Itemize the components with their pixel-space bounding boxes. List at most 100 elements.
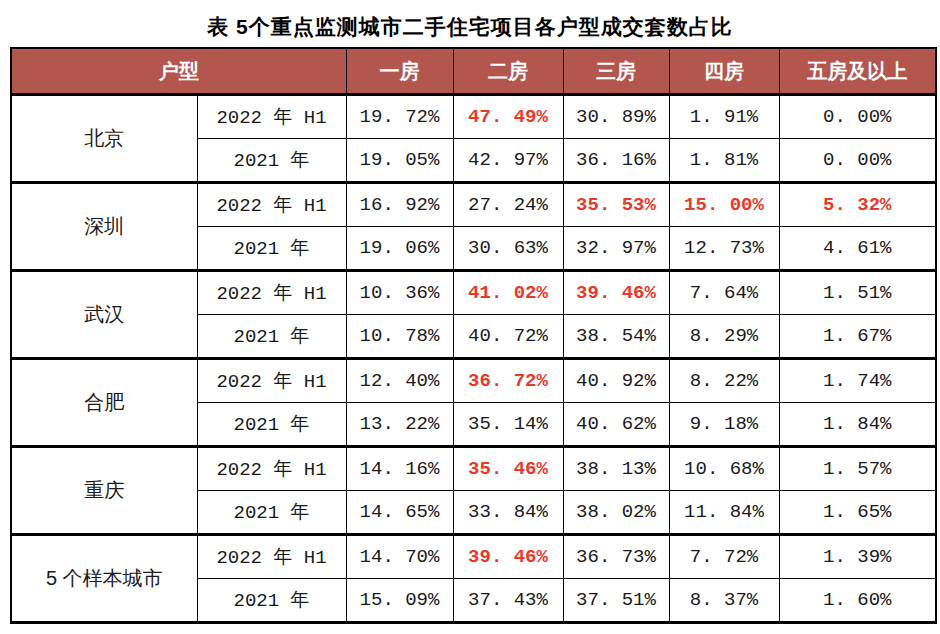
period-cell: 2021 年 [197,139,346,183]
city-group-wuhan: 武汉 2022 年 H1 10. 36% 41. 02% 39. 46% 7. … [11,271,936,359]
value-cell-highlight: 15. 00% [669,183,779,227]
header-col-five-plus-room: 五房及以上 [779,48,936,95]
value-cell: 1. 57% [779,447,936,491]
value-cell: 16. 92% [346,183,453,227]
period-cell: 2021 年 [197,403,346,447]
period-cell: 2021 年 [197,315,346,359]
value-cell: 38. 02% [563,491,669,535]
value-cell: 30. 63% [453,227,563,271]
data-table: 户型 一房 二房 三房 四房 五房及以上 北京 2022 年 H1 19. 72… [10,47,937,624]
value-cell: 1. 67% [779,315,936,359]
value-cell: 7. 72% [669,535,779,579]
table-row: 5 个样本城市 2022 年 H1 14. 70% 39. 46% 36. 73… [11,535,936,579]
city-label: 重庆 [11,447,197,535]
value-cell: 8. 29% [669,315,779,359]
city-group-shenzhen: 深圳 2022 年 H1 16. 92% 27. 24% 35. 53% 15.… [11,183,936,271]
value-cell: 0. 00% [779,95,936,139]
period-cell: 2021 年 [197,579,346,623]
value-cell: 37. 51% [563,579,669,623]
header-unit-type: 户型 [11,48,346,95]
value-cell: 14. 65% [346,491,453,535]
value-cell-highlight: 5. 32% [779,183,936,227]
header-col-three-room: 三房 [563,48,669,95]
value-cell: 1. 51% [779,271,936,315]
header-row: 户型 一房 二房 三房 四房 五房及以上 [11,48,936,95]
value-cell-highlight: 39. 46% [563,271,669,315]
value-cell: 10. 78% [346,315,453,359]
header-col-two-room: 二房 [453,48,563,95]
period-cell: 2022 年 H1 [197,95,346,139]
value-cell: 33. 84% [453,491,563,535]
table-title: 表 5个重点监测城市二手住宅项目各户型成交套数占比 [0,0,940,47]
value-cell: 38. 54% [563,315,669,359]
value-cell: 4. 61% [779,227,936,271]
city-label: 深圳 [11,183,197,271]
value-cell: 40. 92% [563,359,669,403]
value-cell: 8. 22% [669,359,779,403]
value-cell: 19. 72% [346,95,453,139]
city-label: 5 个样本城市 [11,535,197,623]
period-cell: 2021 年 [197,227,346,271]
value-cell-highlight: 36. 72% [453,359,563,403]
value-cell: 14. 70% [346,535,453,579]
table-header: 户型 一房 二房 三房 四房 五房及以上 [11,48,936,95]
period-cell: 2021 年 [197,491,346,535]
table-row: 合肥 2022 年 H1 12. 40% 36. 72% 40. 92% 8. … [11,359,936,403]
city-group-beijing: 北京 2022 年 H1 19. 72% 47. 49% 30. 89% 1. … [11,95,936,183]
value-cell: 1. 39% [779,535,936,579]
value-cell: 14. 16% [346,447,453,491]
header-col-one-room: 一房 [346,48,453,95]
value-cell: 1. 65% [779,491,936,535]
value-cell: 36. 16% [563,139,669,183]
value-cell-highlight: 47. 49% [453,95,563,139]
value-cell: 40. 72% [453,315,563,359]
value-cell: 38. 13% [563,447,669,491]
city-label: 北京 [11,95,197,183]
city-group-hefei: 合肥 2022 年 H1 12. 40% 36. 72% 40. 92% 8. … [11,359,936,447]
value-cell: 40. 62% [563,403,669,447]
value-cell: 8. 37% [669,579,779,623]
value-cell: 27. 24% [453,183,563,227]
value-cell-highlight: 39. 46% [453,535,563,579]
table-row: 重庆 2022 年 H1 14. 16% 35. 46% 38. 13% 10.… [11,447,936,491]
value-cell: 1. 81% [669,139,779,183]
value-cell: 10. 68% [669,447,779,491]
value-cell: 42. 97% [453,139,563,183]
value-cell: 11. 84% [669,491,779,535]
value-cell: 12. 73% [669,227,779,271]
value-cell: 35. 14% [453,403,563,447]
value-cell: 32. 97% [563,227,669,271]
value-cell: 10. 36% [346,271,453,315]
value-cell: 36. 73% [563,535,669,579]
value-cell: 13. 22% [346,403,453,447]
value-cell: 19. 05% [346,139,453,183]
value-cell-highlight: 35. 53% [563,183,669,227]
value-cell-highlight: 41. 02% [453,271,563,315]
value-cell: 1. 60% [779,579,936,623]
value-cell: 1. 74% [779,359,936,403]
value-cell: 1. 84% [779,403,936,447]
city-label: 武汉 [11,271,197,359]
table-row: 武汉 2022 年 H1 10. 36% 41. 02% 39. 46% 7. … [11,271,936,315]
value-cell: 1. 91% [669,95,779,139]
value-cell: 7. 64% [669,271,779,315]
header-col-four-room: 四房 [669,48,779,95]
city-group-chongqing: 重庆 2022 年 H1 14. 16% 35. 46% 38. 13% 10.… [11,447,936,535]
value-cell: 19. 06% [346,227,453,271]
value-cell: 30. 89% [563,95,669,139]
period-cell: 2022 年 H1 [197,183,346,227]
value-cell-highlight: 35. 46% [453,447,563,491]
value-cell: 0. 00% [779,139,936,183]
period-cell: 2022 年 H1 [197,359,346,403]
value-cell: 37. 43% [453,579,563,623]
period-cell: 2022 年 H1 [197,447,346,491]
period-cell: 2022 年 H1 [197,535,346,579]
value-cell: 9. 18% [669,403,779,447]
value-cell: 15. 09% [346,579,453,623]
table-row: 深圳 2022 年 H1 16. 92% 27. 24% 35. 53% 15.… [11,183,936,227]
table-row: 北京 2022 年 H1 19. 72% 47. 49% 30. 89% 1. … [11,95,936,139]
city-group-five-sample-cities: 5 个样本城市 2022 年 H1 14. 70% 39. 46% 36. 73… [11,535,936,623]
value-cell: 12. 40% [346,359,453,403]
city-label: 合肥 [11,359,197,447]
period-cell: 2022 年 H1 [197,271,346,315]
